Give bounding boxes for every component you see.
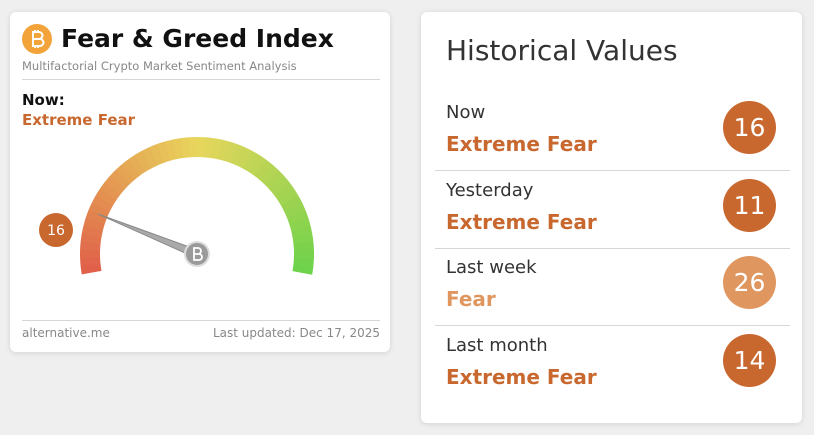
row-label: Yesterday (446, 179, 534, 201)
row-label: Now (446, 102, 486, 123)
gauge-arc (80, 241, 101, 251)
gauge-arc (88, 202, 111, 218)
divider (435, 325, 790, 326)
divider (22, 320, 380, 321)
row-class: Extreme Fear (446, 132, 597, 156)
gauge-arc (80, 263, 102, 275)
gauge-arc (104, 175, 126, 195)
gauge-arc (277, 188, 299, 206)
gauge-arc (253, 159, 273, 180)
row-label: Last month (446, 334, 548, 356)
gauge-arc (85, 209, 108, 225)
gauge-arc (110, 169, 130, 190)
value-badge (39, 213, 73, 247)
gauge-arc (172, 138, 184, 160)
gauge-arc (100, 181, 121, 200)
updated: Last updated: Dec 17, 2025 (212, 326, 380, 340)
gauge-arc (293, 257, 314, 267)
widget-title: Fear & Greed Index (61, 24, 334, 53)
gauge-arc (80, 256, 101, 267)
gauge-arc (280, 195, 303, 212)
row-class: Extreme Fear (446, 364, 597, 389)
gauge-arc (289, 217, 311, 231)
divider (22, 79, 380, 80)
history-card: Historical Values Now Extreme Fear 16 Yeste… (421, 12, 802, 423)
row-value: 16 (723, 101, 776, 154)
needle (97, 213, 200, 259)
widget-subtitle: Multifactorial Crypto Market Sentiment A… (22, 59, 297, 73)
gauge-arc (273, 181, 295, 201)
gauge-arc (223, 141, 238, 163)
gauge-arc (149, 143, 165, 166)
gauge: 16 (39, 137, 314, 275)
gauge-arc (95, 188, 117, 206)
gauge-arc (293, 241, 314, 252)
gauge-arc (156, 141, 171, 163)
gauge-arc (286, 210, 309, 225)
gauge-card: Fear & Greed Index Multifactorial Crypto… (10, 12, 390, 352)
row-value: 11 (723, 178, 776, 232)
gauge-arc (248, 154, 267, 176)
value-badge-text: 16 (47, 223, 65, 239)
bitcoin-icon (22, 24, 52, 54)
source: alternative.me (22, 326, 110, 340)
row-value: 26 (723, 256, 776, 309)
gauge-arc (284, 202, 306, 219)
now-label: Now: (22, 91, 65, 109)
gauge-arc (80, 233, 102, 244)
divider (435, 247, 790, 249)
row-label: Last week (446, 257, 537, 278)
gauge-arc (292, 233, 314, 245)
gauge-arc (230, 144, 245, 166)
gauge-arc (236, 147, 253, 169)
gauge-arc (135, 150, 152, 172)
gauge-arc (292, 264, 314, 275)
history-title: Historical Values (446, 34, 678, 67)
now-class: Extreme Fear (22, 111, 136, 129)
gauge-arc (291, 225, 313, 238)
gauge-arc (180, 137, 191, 158)
row-class: Extreme Fear (446, 209, 597, 234)
gauge-arc (83, 217, 105, 231)
gauge-arc (115, 164, 135, 185)
gauge-arc (203, 137, 214, 159)
gauge-arc (128, 154, 146, 176)
gauge-arc (81, 225, 103, 238)
gauge-arc (264, 169, 285, 190)
gauge-arc (91, 195, 114, 212)
row-class: Fear (446, 287, 496, 311)
divider (435, 170, 790, 171)
gauge-arc (217, 139, 230, 161)
gauge-arc (142, 146, 158, 169)
gauge-arc (242, 150, 260, 172)
gauge-arc (210, 138, 222, 160)
gauge-arc (259, 164, 279, 185)
row-value: 14 (723, 333, 776, 387)
gauge-arc (164, 139, 178, 161)
gauge-arc (269, 175, 290, 195)
gauge-arc (121, 159, 141, 180)
hub-icon (193, 247, 203, 261)
